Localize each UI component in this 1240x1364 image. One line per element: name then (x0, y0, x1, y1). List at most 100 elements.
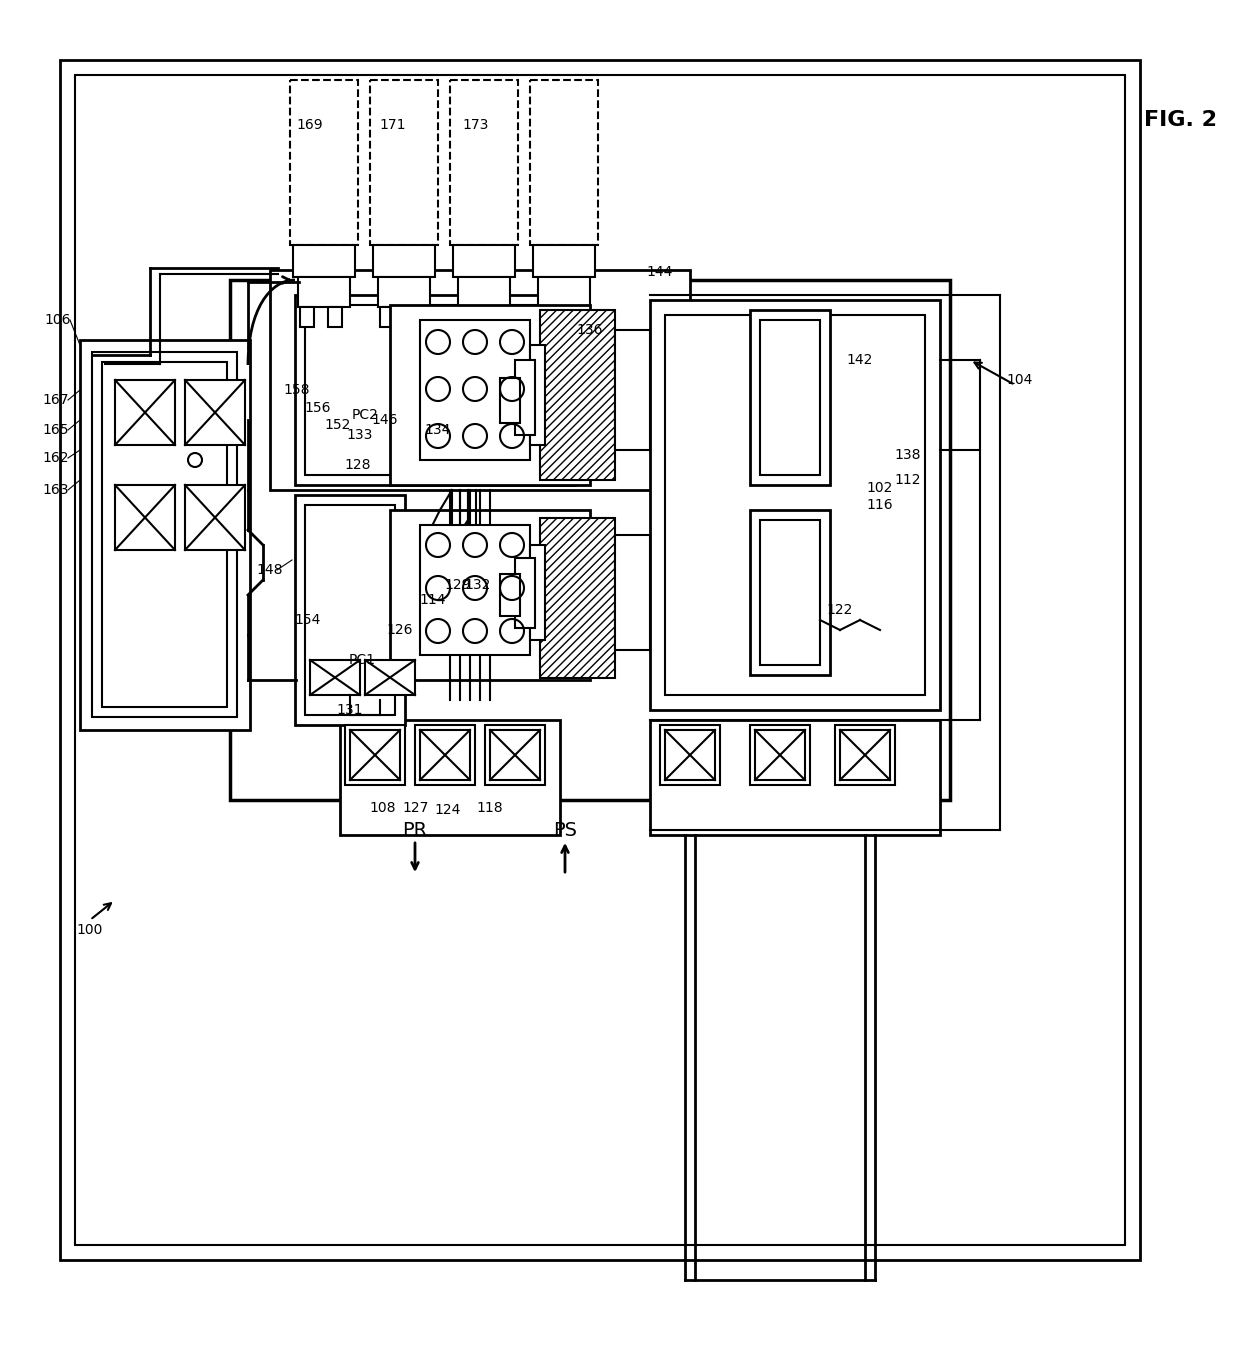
Bar (539, 518, 615, 678)
Text: 116: 116 (867, 498, 893, 512)
Bar (295, 295, 575, 486)
Text: 138: 138 (895, 447, 921, 462)
Text: 129: 129 (445, 578, 471, 592)
Bar (450, 80, 518, 246)
Text: 156: 156 (305, 401, 331, 415)
Bar (750, 726, 810, 786)
Bar (485, 726, 546, 786)
Text: 142: 142 (847, 353, 873, 367)
Bar (760, 520, 820, 666)
Text: 102: 102 (867, 481, 893, 495)
Text: 100: 100 (77, 923, 103, 937)
Text: 114: 114 (420, 593, 446, 607)
Bar (529, 80, 598, 246)
Bar (839, 730, 890, 780)
Bar (539, 307, 554, 327)
Bar (568, 307, 582, 327)
Bar (310, 660, 360, 696)
Bar (529, 546, 546, 640)
Bar (300, 307, 314, 327)
Bar (415, 726, 475, 786)
Bar (453, 246, 515, 277)
Bar (102, 361, 227, 707)
Bar (391, 306, 590, 486)
Bar (229, 280, 950, 801)
Bar (92, 352, 237, 717)
Bar (295, 495, 405, 726)
Bar (835, 726, 895, 786)
Text: 146: 146 (372, 413, 398, 427)
Bar (185, 381, 246, 445)
Text: 106: 106 (45, 312, 71, 327)
Text: 144: 144 (647, 265, 673, 280)
Bar (458, 277, 510, 307)
Bar (293, 246, 355, 277)
Bar (665, 730, 715, 780)
Bar (74, 75, 1125, 1245)
Bar (539, 310, 615, 480)
Bar (650, 720, 940, 835)
Bar (755, 730, 805, 780)
Text: 165: 165 (42, 423, 69, 436)
Bar (660, 726, 720, 786)
Text: 162: 162 (42, 451, 69, 465)
Bar (290, 80, 358, 246)
Bar (750, 310, 830, 486)
Bar (373, 246, 435, 277)
Bar (750, 510, 830, 675)
Bar (420, 730, 470, 780)
Bar (365, 660, 415, 696)
Bar (350, 730, 401, 780)
Bar (370, 80, 438, 246)
Text: 126: 126 (387, 623, 413, 637)
Text: 163: 163 (42, 483, 69, 496)
Text: 171: 171 (379, 119, 407, 132)
Bar (500, 574, 520, 617)
Bar (760, 321, 820, 475)
Text: FIG. 2: FIG. 2 (1143, 110, 1216, 130)
Text: 154: 154 (295, 612, 321, 627)
Text: PS: PS (553, 821, 577, 839)
Bar (340, 720, 560, 835)
Bar (115, 381, 175, 445)
Text: 131: 131 (337, 702, 363, 717)
Text: 133: 133 (347, 428, 373, 442)
Bar (615, 535, 650, 651)
Bar (500, 378, 520, 423)
Bar (81, 340, 250, 730)
Bar (489, 307, 502, 327)
Text: 152: 152 (325, 417, 351, 432)
Text: 122: 122 (827, 603, 853, 617)
Text: 104: 104 (1007, 372, 1033, 387)
Bar (185, 486, 246, 550)
Bar (345, 726, 405, 786)
Text: 136: 136 (577, 323, 603, 337)
Bar (538, 277, 590, 307)
Text: 128: 128 (345, 458, 371, 472)
Bar (665, 315, 925, 696)
Text: PR: PR (403, 821, 428, 839)
Bar (305, 306, 565, 475)
Bar (408, 307, 422, 327)
Text: 173: 173 (463, 119, 490, 132)
Text: 112: 112 (895, 473, 921, 487)
Bar (329, 307, 342, 327)
Bar (115, 486, 175, 550)
Bar (270, 270, 689, 490)
Text: 134: 134 (425, 423, 451, 436)
Bar (515, 558, 534, 627)
Bar (391, 510, 590, 681)
Text: 148: 148 (257, 563, 283, 577)
Bar (420, 525, 529, 655)
Bar (529, 345, 546, 445)
Text: 158: 158 (284, 383, 310, 397)
Bar (379, 307, 394, 327)
Bar (378, 277, 430, 307)
Text: PC2: PC2 (352, 408, 378, 421)
Bar (460, 307, 474, 327)
Bar (305, 505, 396, 715)
Text: 108: 108 (370, 801, 397, 816)
Text: 167: 167 (42, 393, 69, 406)
Text: 127: 127 (403, 801, 429, 816)
Bar (490, 730, 539, 780)
